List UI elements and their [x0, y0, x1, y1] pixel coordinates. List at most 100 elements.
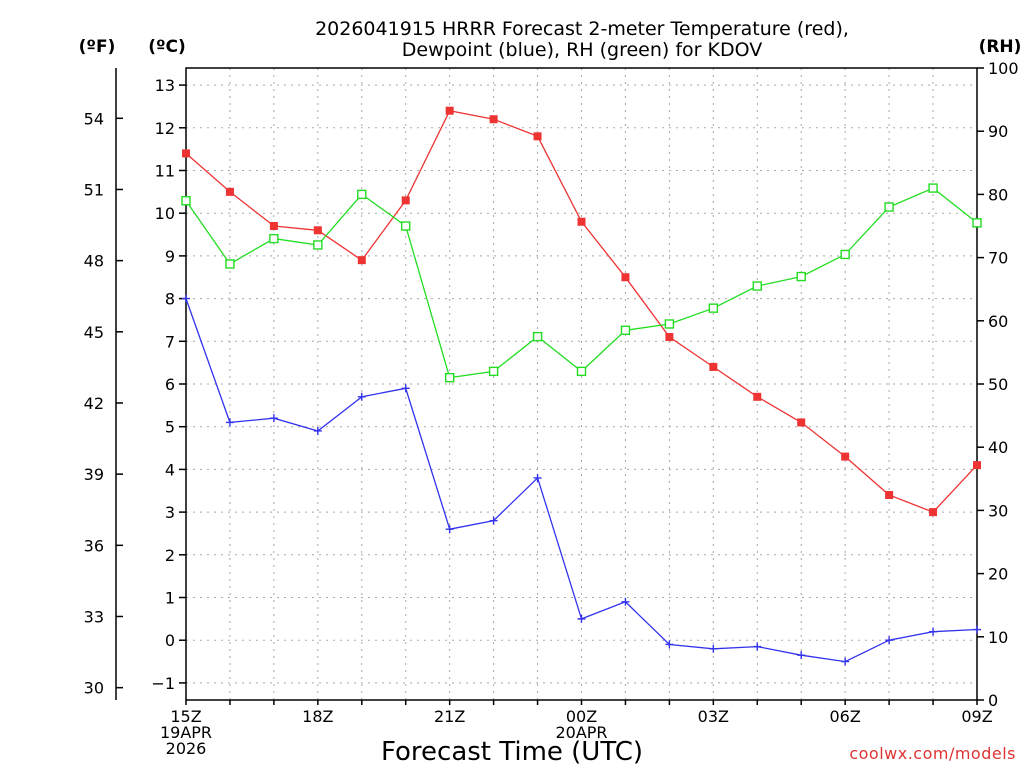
temperature-point — [841, 452, 850, 461]
x-tick-label: 03Z — [698, 707, 729, 726]
celsius-tick-label: 13 — [155, 76, 175, 95]
rh-point — [620, 325, 631, 335]
dewpoint-point — [357, 392, 366, 401]
celsius-tick-label: 4 — [165, 460, 175, 479]
celsius-tick-label: 6 — [165, 375, 175, 394]
fahrenheit-tick-label: 39 — [84, 465, 104, 484]
temperature-point — [533, 132, 542, 141]
rh-tick-label: 60 — [988, 312, 1008, 331]
dewpoint-point — [929, 627, 938, 636]
fahrenheit-unit-label: (ºF) — [79, 37, 116, 57]
rh-tick-label: 80 — [988, 185, 1008, 204]
rh-point — [796, 271, 806, 282]
rh-point — [884, 202, 894, 212]
dewpoint-point — [401, 384, 410, 393]
rh-tick-label: 10 — [988, 628, 1008, 647]
chart-title-line-2: Dewpoint (blue), RH (green) for KDOV — [402, 39, 762, 61]
celsius-tick-label: −1 — [151, 674, 175, 693]
celsius-tick-label: 5 — [165, 418, 175, 437]
rh-tick-label: 70 — [988, 249, 1008, 268]
dewpoint-point — [885, 636, 894, 645]
temperature-point — [401, 196, 410, 205]
credit-text: coolwx.com/models — [849, 744, 1016, 763]
rh-point — [181, 196, 191, 206]
temperature-point — [313, 226, 322, 235]
fahrenheit-tick-label: 48 — [84, 252, 104, 271]
celsius-tick-label: 1 — [165, 589, 175, 608]
series-temperature — [182, 106, 981, 517]
rh-tick-label: 40 — [988, 438, 1008, 457]
celsius-tick-label: 12 — [155, 119, 175, 138]
rh-point — [664, 319, 675, 329]
rh-tick-label: 20 — [988, 565, 1008, 584]
rh-point — [225, 259, 235, 269]
x-tick-label: 21Z — [434, 707, 465, 726]
fahrenheit-tick-label: 36 — [84, 536, 104, 555]
rh-tick-label: 100 — [988, 59, 1019, 78]
rh-tick-label: 90 — [988, 122, 1008, 141]
temperature-point — [357, 256, 366, 265]
dewpoint-point — [533, 473, 542, 482]
x-tick-label: 00Z — [566, 707, 597, 726]
dewpoint-point — [445, 525, 454, 534]
temperature-point — [182, 149, 190, 158]
temperature-point — [577, 217, 586, 226]
celsius-tick-label: 9 — [165, 247, 175, 266]
dewpoint-point — [489, 516, 498, 525]
x-tick-label: 19APR — [160, 723, 212, 742]
rh-point — [532, 331, 543, 342]
x-tick-label: 20APR — [555, 723, 607, 742]
rh-point — [752, 281, 762, 291]
dewpoint-point — [841, 657, 850, 666]
rh-point — [488, 366, 499, 377]
dewpoint-point — [182, 294, 190, 303]
dewpoint-point — [797, 651, 806, 660]
temperature-point — [665, 333, 674, 342]
rh-point — [708, 303, 719, 313]
dewpoint-point — [753, 642, 762, 651]
temperature-point — [973, 461, 981, 470]
x-axis-label: Forecast Time (UTC) — [381, 737, 643, 767]
fahrenheit-tick-label: 42 — [84, 394, 104, 413]
temperature-point — [709, 362, 718, 371]
series-dewpoint — [182, 294, 981, 666]
rh-tick-label: 0 — [988, 691, 998, 710]
rh-point — [840, 249, 850, 260]
x-tick-label: 2026 — [166, 739, 207, 758]
rh-point — [928, 183, 938, 193]
fahrenheit-tick-label: 54 — [84, 109, 104, 128]
dewpoint-point — [973, 625, 981, 634]
rh-point — [357, 189, 367, 200]
dewpoint-point — [269, 414, 278, 423]
rh-point — [444, 372, 455, 383]
temperature-point — [753, 392, 762, 401]
rh-point — [972, 218, 982, 228]
temperature-point — [225, 187, 234, 196]
fahrenheit-tick-label: 45 — [84, 323, 104, 342]
temperature-point — [929, 508, 938, 517]
series-layer — [181, 106, 982, 666]
temperature-point — [269, 222, 278, 230]
dewpoint-point — [709, 644, 718, 653]
x-tick-label: 15Z — [170, 707, 201, 726]
fahrenheit-tick-label: 33 — [84, 607, 104, 626]
rh-unit-label: (RH) — [979, 37, 1022, 57]
rh-tick-label: 30 — [988, 501, 1008, 520]
fahrenheit-tick-label: 30 — [84, 679, 104, 698]
rh-point — [401, 221, 411, 231]
chart-title-line-1: 2026041915 HRRR Forecast 2-meter Tempera… — [315, 18, 849, 40]
dewpoint-point — [313, 426, 322, 435]
rh-point — [576, 366, 587, 377]
rh-tick-label: 50 — [988, 375, 1008, 394]
fahrenheit-tick-label: 51 — [84, 180, 104, 199]
x-tick-label: 18Z — [302, 707, 333, 726]
grid — [185, 68, 978, 700]
rh-point — [269, 233, 279, 244]
rh-point — [313, 240, 323, 250]
temperature-point — [621, 273, 630, 282]
dewpoint-point — [577, 614, 586, 623]
series-rh — [181, 183, 982, 383]
celsius-tick-label: 7 — [165, 332, 175, 351]
celsius-tick-label: 11 — [155, 161, 175, 180]
